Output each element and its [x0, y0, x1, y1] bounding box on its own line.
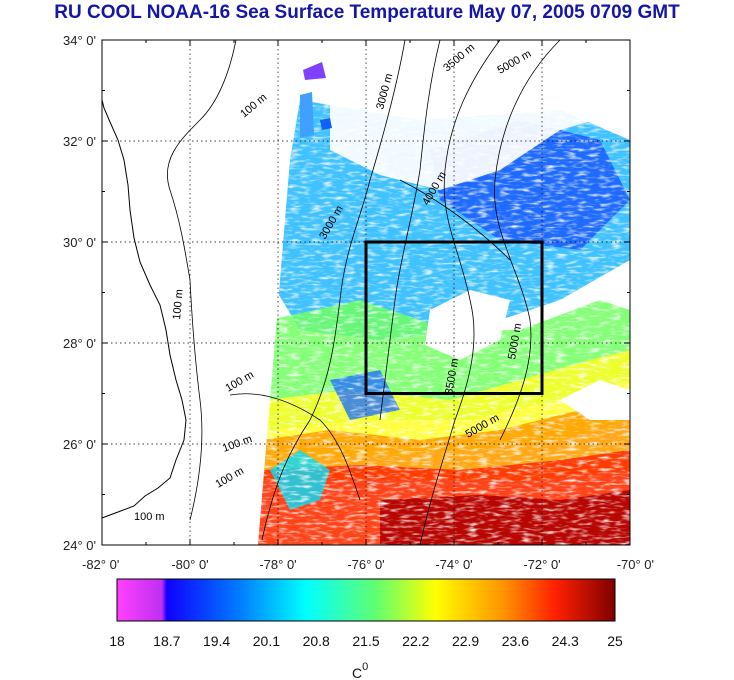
frame-ticks	[101, 39, 631, 546]
lat-tick-label: 26° 0'	[63, 437, 96, 452]
colorbar-tick-label: 18.7	[153, 633, 180, 649]
sst-swath	[258, 40, 630, 545]
colorbar-unit: C0	[352, 661, 368, 680]
study-area-box	[364, 240, 544, 395]
map-title: RU COOL NOAA-16 Sea Surface Temperature …	[54, 2, 680, 23]
colorbar-tick-label: 21.5	[352, 633, 379, 649]
longitude-labels: -82° 0' -80° 0' -78° 0' -76° 0' -74° 0' -72° …	[82, 557, 654, 572]
colorbar-tick-label: 20.1	[253, 633, 280, 649]
sst-patch	[320, 118, 332, 130]
sst-patch	[303, 62, 326, 80]
colorbar-tick-label: 20.8	[303, 633, 330, 649]
bathymetry-contours	[166, 39, 561, 546]
lat-tick-label: 34° 0'	[63, 33, 96, 48]
lon-tick-label: -74° 0'	[435, 557, 472, 572]
latitude-labels: 24° 0' 26° 0' 28° 0' 30° 0' 32° 0' 34° 0'	[63, 33, 96, 553]
lat-tick-label: 28° 0'	[63, 336, 96, 351]
colorbar-tick-label: 25	[607, 633, 623, 649]
coastline	[101, 99, 187, 519]
sst-patch	[300, 92, 314, 138]
colorbar-tick-label: 24.3	[552, 633, 579, 649]
colorbar-tick-label: 22.2	[402, 633, 429, 649]
colorbar-tick-label: 19.4	[203, 633, 230, 649]
lon-tick-label: -70° 0'	[617, 557, 654, 572]
lat-tick-label: 24° 0'	[63, 538, 96, 553]
colorbar-tick-label: 23.6	[502, 633, 529, 649]
lon-tick-label: -80° 0'	[171, 557, 208, 572]
lat-tick-label: 30° 0'	[63, 235, 96, 250]
lon-tick-label: -82° 0'	[82, 557, 119, 572]
colorbar-tick-label: 18	[109, 633, 125, 649]
colorbar	[116, 578, 616, 622]
lon-tick-label: -72° 0'	[523, 557, 560, 572]
lon-tick-label: -76° 0'	[347, 557, 384, 572]
lat-tick-label: 32° 0'	[63, 134, 96, 149]
colorbar-labels: 18 18.7 19.4 20.1 20.8 21.5 22.2 22.9 23.6 24.3 25	[109, 633, 623, 649]
colorbar-tick-label: 22.9	[452, 633, 479, 649]
contour-label: 100 m	[134, 511, 165, 523]
contour-label: 100 m	[171, 289, 186, 321]
lon-tick-label: -78° 0'	[259, 557, 296, 572]
